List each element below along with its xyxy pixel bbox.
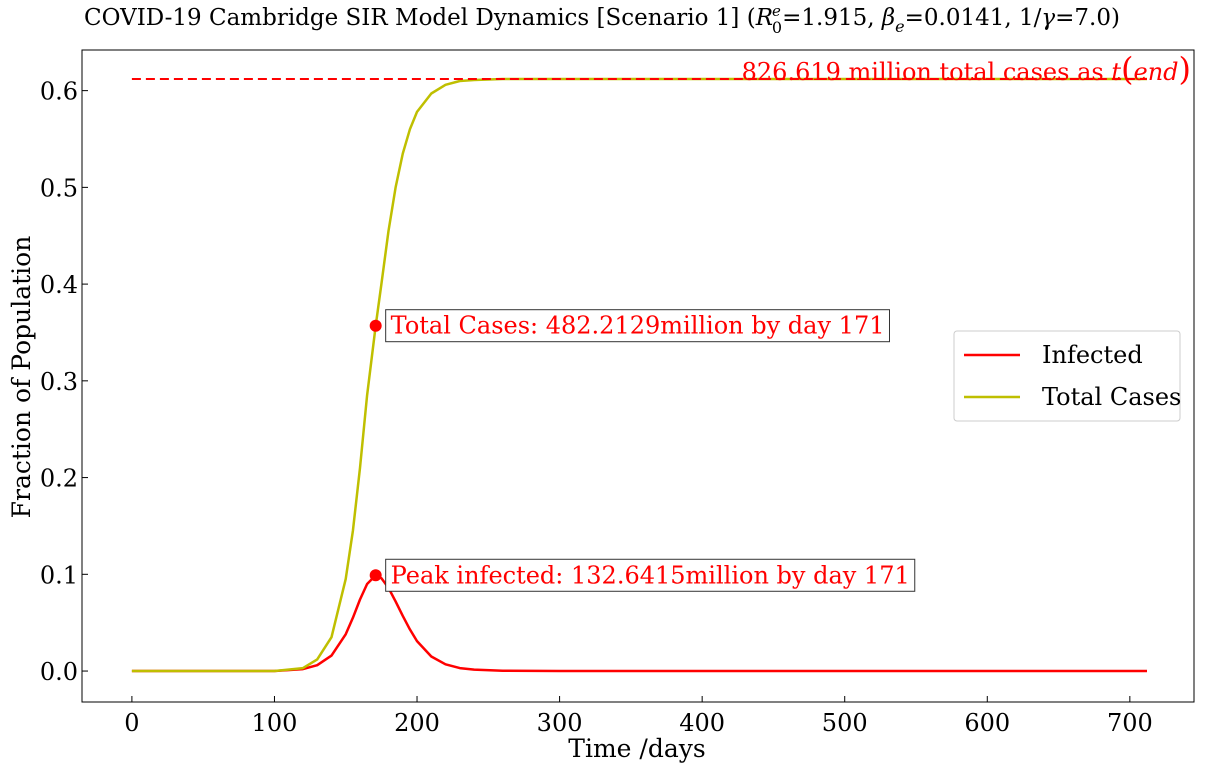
ref-label-paren-open: ( [1121, 50, 1133, 88]
y-tick-label: 0.1 [40, 561, 78, 589]
y-axis-title: Fraction of Population [7, 236, 36, 519]
total-cases-marker [369, 319, 382, 332]
series-layer [131, 77, 1147, 673]
legend-label-total-cases: Total Cases [1042, 383, 1181, 411]
x-tick-label: 100 [252, 709, 298, 737]
y-tick-label: 0.0 [40, 658, 78, 686]
title-gamma-symbol: γ [1041, 5, 1055, 31]
y-tick-label: 0.5 [40, 174, 78, 202]
title-beta-value: =0.0141, 1/ [905, 5, 1042, 31]
ref-label-end: end [1133, 58, 1178, 86]
ref-label-paren-close: ) [1179, 50, 1191, 88]
x-axis-title: Time /days [568, 734, 705, 763]
title-r-sup: e [772, 2, 781, 20]
series-line-infected [131, 574, 1147, 673]
legend-label-infected: Infected [1042, 341, 1143, 369]
x-tick-label: 500 [822, 709, 868, 737]
x-tick-label: 0 [124, 709, 139, 737]
x-tick-label: 300 [537, 709, 583, 737]
y-tick-label: 0.2 [40, 465, 78, 493]
peak-infected-annotation: Peak infected: 132.6415million by day 17… [391, 561, 910, 589]
ref-label-t: t [1111, 58, 1121, 86]
x-tick-label: 700 [1107, 709, 1153, 737]
x-tick-label: 600 [964, 709, 1010, 737]
peak-infected-annotation-box [385, 558, 916, 592]
total-cases-reference-label: 826.619 million total cases as t(end) [742, 50, 1191, 88]
y-tick-label: 0.4 [40, 271, 78, 299]
title-beta-sub: e [895, 17, 904, 36]
total-cases-annotation: Total Cases: 482.2129million by day 171 [391, 312, 885, 340]
title-prefix: COVID-19 Cambridge SIR Model Dynamics [S… [84, 5, 756, 31]
x-tick-label: 200 [394, 709, 440, 737]
chart-title: COVID-19 Cambridge SIR Model Dynamics [S… [84, 2, 1120, 37]
axis-ticks: 0 100 200 300 400 500 600 700 0.0 0.1 0.2 0.3 0.4 0.5… [40, 78, 1153, 737]
plot-frame [81, 49, 1195, 703]
total-cases-annotation-box [385, 309, 890, 343]
peak-infected-marker [369, 569, 382, 582]
x-tick-label: 400 [679, 709, 725, 737]
legend-frame [953, 330, 1181, 422]
y-tick-label: 0.3 [40, 368, 78, 396]
title-beta-symbol: β [881, 5, 895, 31]
series-line-total-cases [131, 77, 1147, 673]
title-r-symbol: R [755, 5, 773, 31]
title-r-sub: 0 [772, 18, 782, 37]
y-tick-label: 0.6 [40, 78, 78, 106]
title-r-value: =1.915, [782, 5, 882, 31]
title-gamma-value: =7.0) [1055, 5, 1120, 31]
legend: Infected Total Cases [953, 330, 1181, 422]
ref-label-prefix: 826.619 million total cases as [742, 58, 1112, 86]
